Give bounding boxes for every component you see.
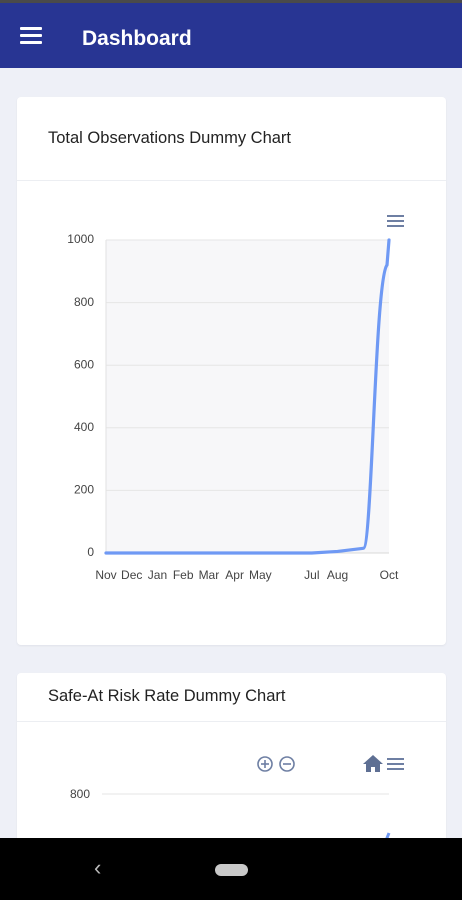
zoom-out-icon[interactable]	[279, 756, 295, 772]
y-tick-label: 400	[74, 420, 94, 434]
zoom-in-icon[interactable]	[257, 756, 273, 772]
home-pill-icon[interactable]	[215, 864, 248, 876]
hamburger-menu-icon[interactable]	[20, 27, 42, 45]
x-tick-label: Jul	[304, 568, 319, 582]
x-tick-label: May	[249, 568, 272, 582]
y-tick-label: 1000	[67, 232, 94, 246]
chart-menu-icon[interactable]	[387, 758, 404, 770]
x-tick-label: Oct	[380, 568, 399, 582]
x-tick-label: Feb	[173, 568, 194, 582]
x-tick-label: Jan	[148, 568, 167, 582]
card-divider	[17, 180, 446, 181]
x-tick-label: Mar	[199, 568, 220, 582]
y-tick-label: 800	[70, 787, 90, 801]
x-tick-label: Aug	[327, 568, 348, 582]
y-tick-label: 600	[74, 357, 94, 371]
page-title: Dashboard	[82, 27, 192, 50]
total-observations-card: Total Observations Dummy Chart 0 200 400 60…	[17, 97, 446, 645]
y-tick-label: 0	[87, 545, 94, 559]
y-tick-label: 800	[74, 295, 94, 309]
card-title: Total Observations Dummy Chart	[48, 129, 291, 147]
back-chevron-icon[interactable]: ‹	[94, 855, 102, 880]
x-tick-label: Nov	[95, 568, 116, 582]
series-line	[104, 238, 391, 555]
app-bar: Dashboard	[0, 0, 462, 68]
x-tick-label: Dec	[121, 568, 142, 582]
card-title: Safe-At Risk Rate Dummy Chart	[48, 687, 286, 705]
chart-menu-icon[interactable]	[387, 215, 404, 227]
plot-area-background	[106, 240, 389, 553]
home-icon[interactable]	[363, 755, 383, 772]
y-tick-label: 200	[74, 483, 94, 497]
total-observations-chart: 0 200 400 600 800 1000 Nov Dec Jan Feb Mar Apr May J…	[67, 215, 404, 582]
card-divider	[17, 721, 446, 722]
x-tick-label: Apr	[225, 568, 244, 582]
safe-at-risk-chart: 800	[70, 755, 404, 844]
